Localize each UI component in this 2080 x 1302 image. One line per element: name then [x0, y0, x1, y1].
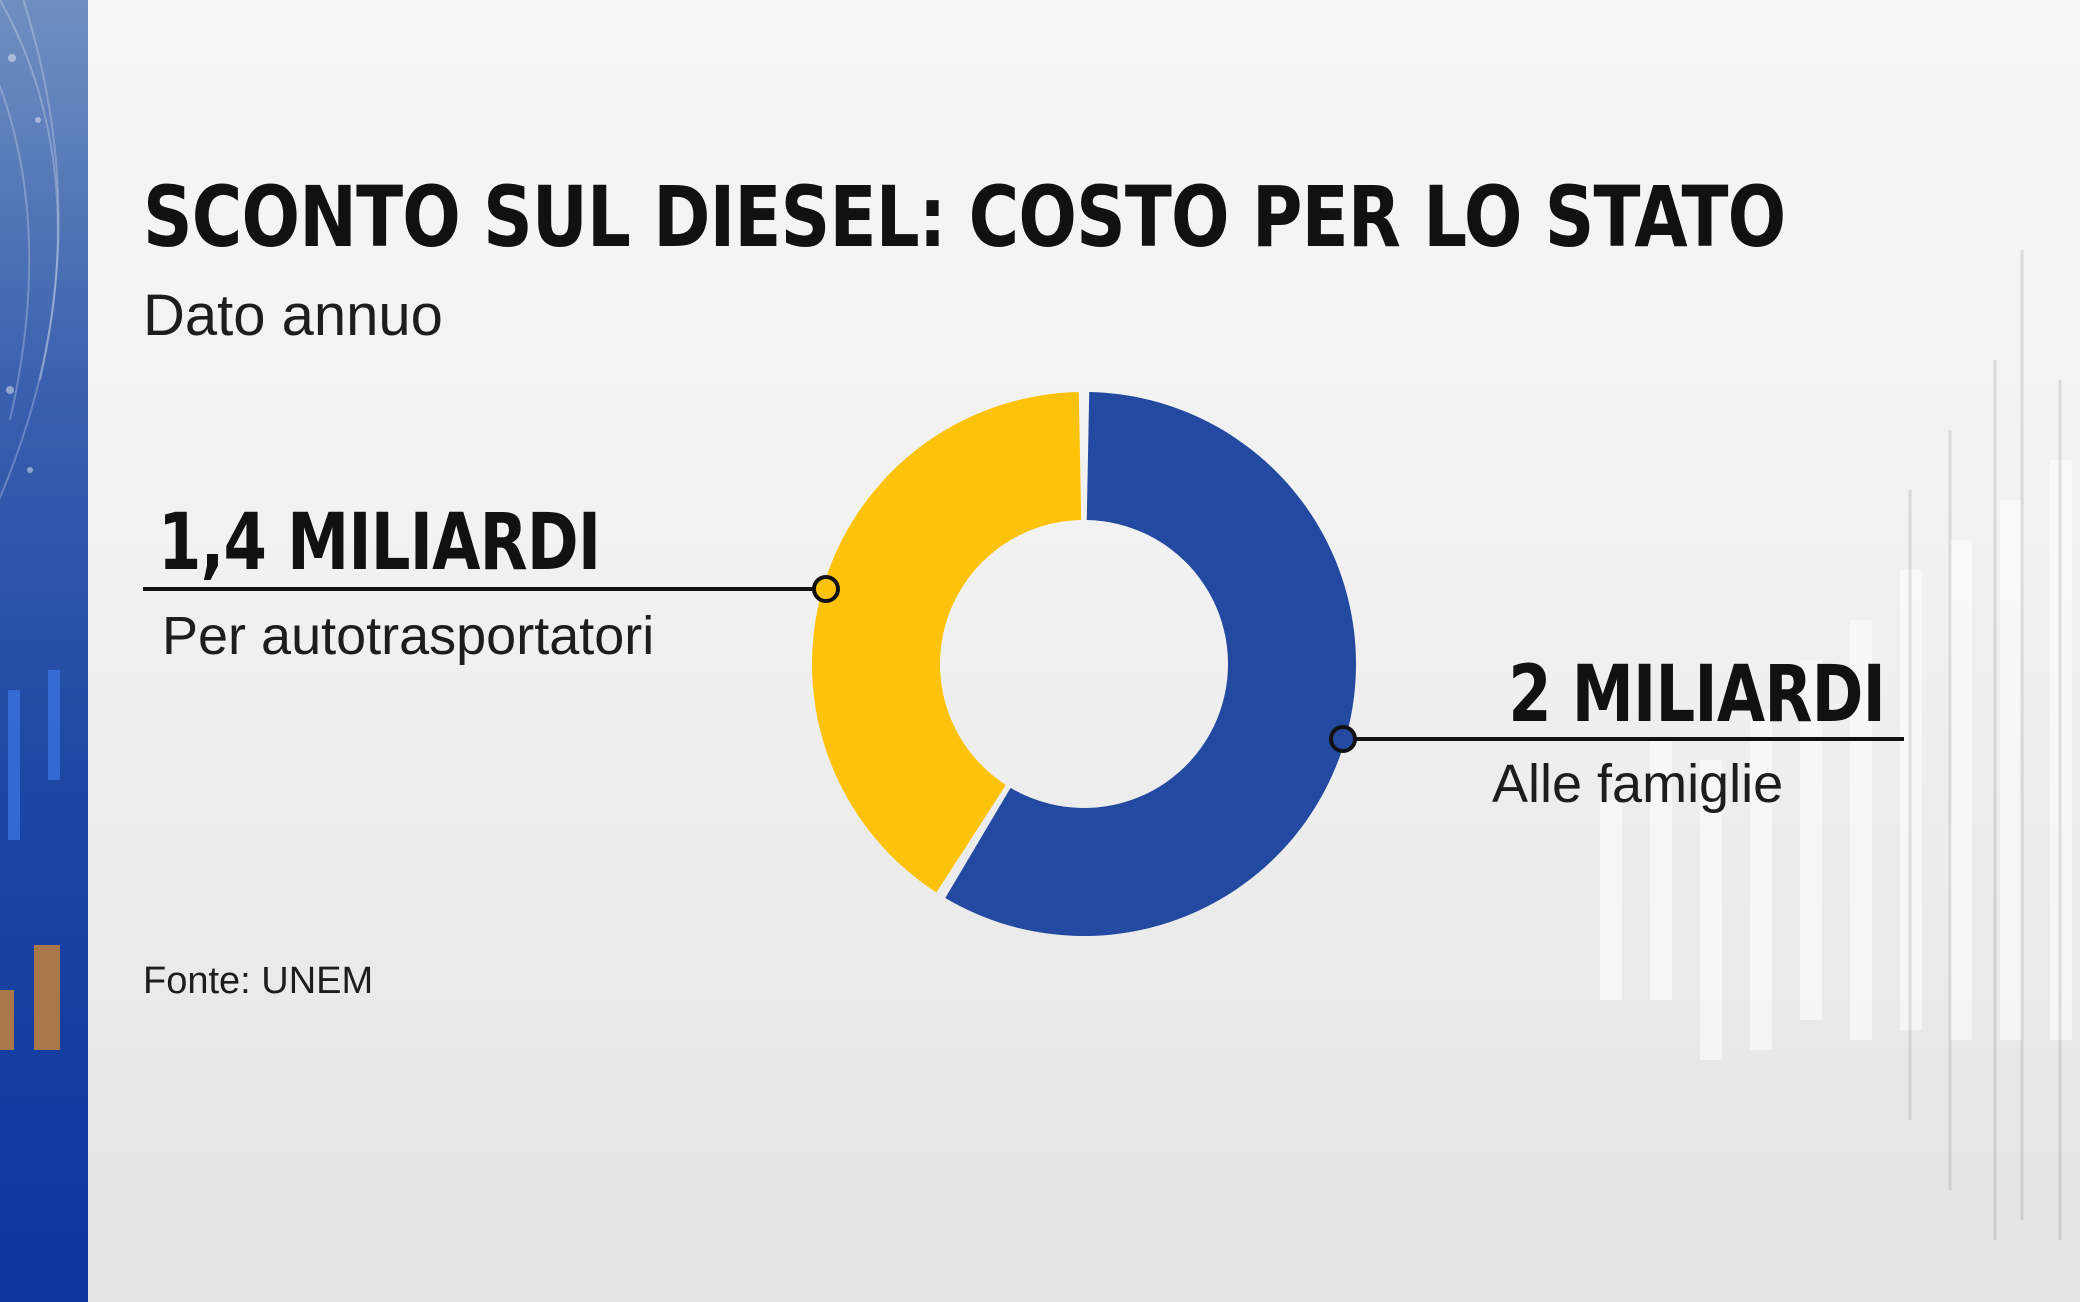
chart-subtitle: Dato annuo — [143, 283, 443, 348]
category-label-famiglie: Alle famiglie — [1492, 754, 1784, 814]
marker-dot-autotrasportatori — [812, 575, 840, 603]
category-label-autotrasportatori: Per autotrasportatori — [162, 606, 655, 666]
source-note: Fonte: UNEM — [143, 960, 374, 1002]
chart-title: SCONTO SUL DIESEL: COSTO PER LO STATO — [143, 168, 1786, 266]
side-decoration-strip — [0, 0, 88, 1302]
donut-slice-autotrasportatori — [812, 392, 1082, 893]
marker-dot-famiglie — [1329, 725, 1357, 753]
background-candlestick-decoration — [1600, 250, 2072, 1240]
side-decoration-graphic — [0, 0, 60, 1050]
value-label-famiglie: 2 MILIARDI — [1508, 650, 1886, 740]
value-label-autotrasportatori: 1,4 MILIARDI — [158, 498, 601, 588]
donut-slice-famiglie — [945, 392, 1357, 936]
